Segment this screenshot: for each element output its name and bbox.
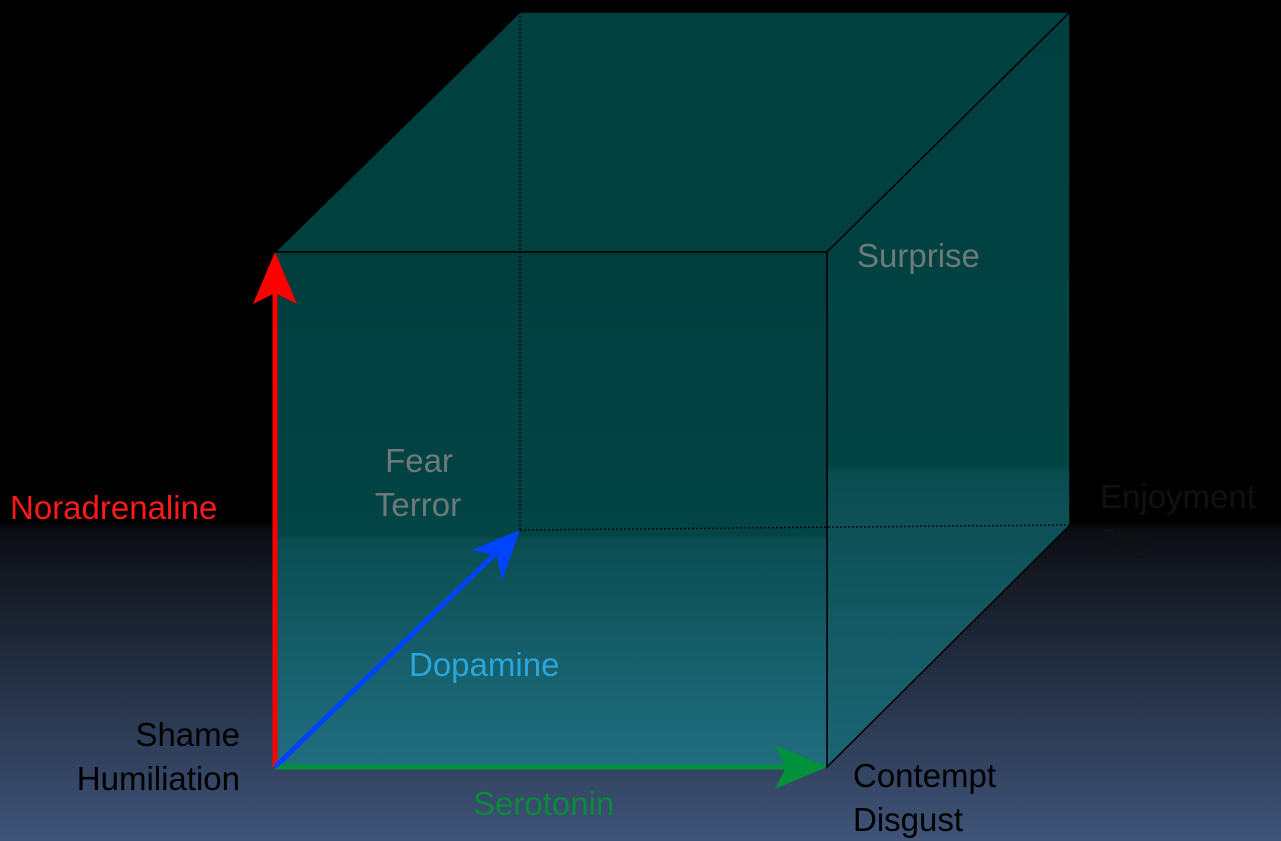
enjoyment-label: Enjoyment Joy <box>1100 478 1256 559</box>
axis-label: Noradrenaline <box>10 489 217 526</box>
contempt-label: Contempt Disgust <box>853 757 996 838</box>
corner-label: Fear <box>385 442 453 479</box>
axis-label: Serotonin <box>473 785 614 822</box>
corner-label: Shame <box>135 716 240 753</box>
axis-serotonin <box>275 745 827 789</box>
corner-label: Joy <box>1100 522 1152 559</box>
axis-dopamine <box>273 530 520 769</box>
corner-label: Humiliation <box>77 760 240 797</box>
corner-label: Enjoyment <box>1100 478 1256 515</box>
axis-noradrenaline <box>253 252 297 767</box>
corner-label: Surprise <box>857 237 980 274</box>
corner-label: Terror <box>375 486 461 523</box>
axis-label: Dopamine <box>409 646 559 683</box>
shame-label: Shame Humiliation <box>77 716 240 797</box>
corner-label: Contempt <box>853 757 996 794</box>
fear-label: Fear Terror <box>375 442 461 523</box>
corner-label: Disgust <box>853 801 963 838</box>
